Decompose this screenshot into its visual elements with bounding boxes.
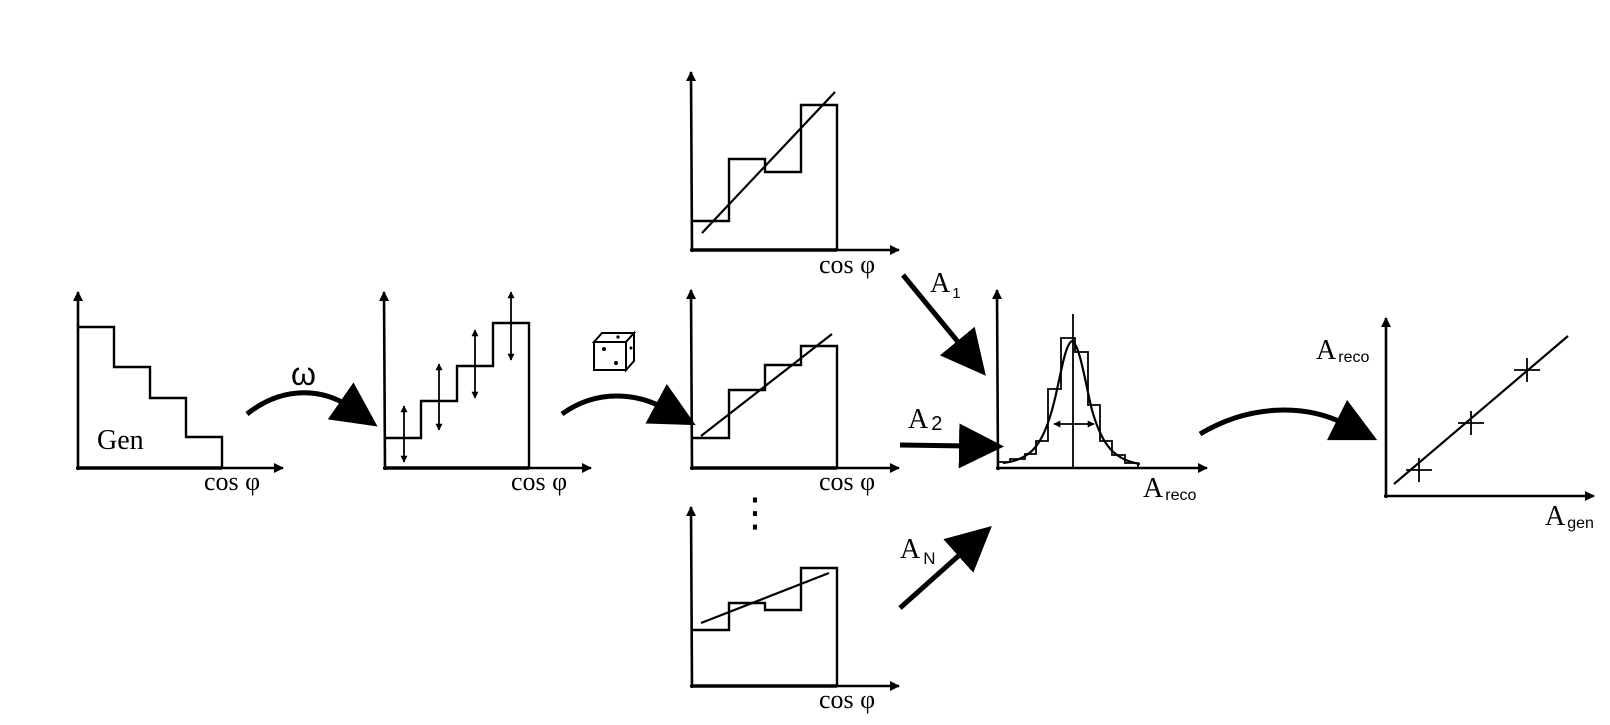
toy-plot-2-x-label: cos φ (819, 467, 875, 496)
toy-histogram-2 (692, 344, 839, 468)
toy-plot-n-y-axis (686, 506, 697, 689)
omega-reweight-arrow: ω (245, 356, 378, 427)
curved-arrow-icon (1198, 399, 1378, 441)
curved-arrow-icon (245, 382, 378, 427)
gen-plot-x-label: cos φ (204, 467, 260, 496)
toy-plot-1-x-label: cos φ (819, 250, 875, 279)
linearity-point (1406, 458, 1432, 482)
straight-arrow-icon (901, 273, 986, 376)
toy-ellipsis: ⋮ (735, 491, 775, 535)
straight-arrow-icon (899, 423, 1004, 469)
reweighted-plot-y-axis (379, 291, 390, 471)
reweighted-plot-x-label: cos φ (511, 467, 567, 496)
pull-gaussian-fit (1002, 339, 1141, 466)
toy-plot-1: cos φ (686, 71, 900, 279)
curved-arrow-icon (560, 383, 696, 426)
toy-fit-line-2 (700, 333, 833, 437)
toy-histogram-n (692, 566, 839, 686)
linearity-point (1458, 411, 1484, 435)
linearity-point (1514, 358, 1540, 382)
reweighted-histogram (385, 321, 531, 468)
dice-icon (591, 330, 637, 373)
gen-plot: Gen cos φ (73, 291, 284, 496)
toy-plot-2-y-axis (686, 289, 697, 471)
omega-label: ω (291, 356, 316, 392)
gen-histogram (78, 325, 224, 468)
reweighted-plot: cos φ (379, 291, 592, 496)
toy-fit-line-1 (701, 91, 836, 234)
toy-sampling-arrow (560, 330, 696, 426)
gen-label: Gen (97, 425, 144, 456)
toy-histogram-1 (692, 103, 839, 250)
straight-arrow-icon (898, 526, 992, 610)
toy-plot-1-y-axis (686, 71, 697, 253)
pull-histogram (998, 337, 1139, 468)
toy-plot-2: cos φ (686, 289, 900, 496)
toy-plot-n: cos φ (686, 506, 900, 714)
linearity-line (1393, 335, 1569, 485)
toy-fit-line-n (700, 571, 830, 625)
pull-plot-y-axis (992, 289, 1003, 471)
toy-plot-n-x-label: cos φ (819, 685, 875, 714)
